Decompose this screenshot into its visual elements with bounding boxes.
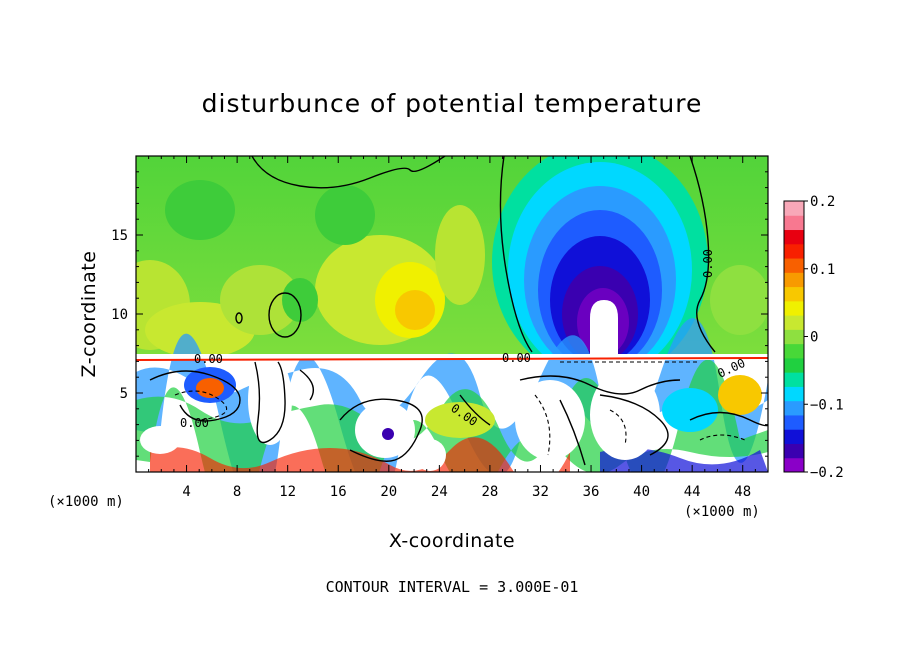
x-tick-label: 24	[431, 484, 448, 500]
y-tick-label: 10	[111, 307, 128, 323]
warm-patch	[435, 205, 485, 305]
contour-line	[149, 370, 241, 422]
warm-patch	[710, 265, 768, 335]
x-tick-label: 36	[583, 484, 600, 500]
colorbar-swatch	[784, 457, 804, 473]
x-tick-label: 4	[182, 484, 190, 500]
colorbar-swatch	[784, 443, 804, 459]
vortex-core	[718, 375, 762, 415]
contour-line	[268, 292, 302, 338]
vortex-core	[425, 402, 495, 438]
colorbar-tick-label: 0.1	[810, 262, 835, 278]
contour-line	[339, 398, 423, 462]
colorbar-tick-label: −0.2	[810, 465, 844, 481]
warm-patch	[282, 278, 318, 322]
contour-interval-note: CONTOUR INTERVAL = 3.000E-01	[326, 578, 579, 596]
contour-line	[699, 434, 746, 441]
colorbar-swatch	[784, 400, 804, 416]
contour-line	[499, 156, 533, 353]
x-tick-label: 48	[734, 484, 751, 500]
colorbar-swatch	[784, 343, 804, 359]
colorbar-swatch	[784, 300, 804, 316]
inversion-layer	[136, 354, 768, 360]
colorbar: 0.2 0.1 0 −0.1 −0.2	[784, 194, 844, 481]
colorbar-swatch	[784, 429, 804, 444]
colorbar-swatch	[784, 258, 804, 273]
inversion-line	[136, 357, 768, 361]
heatmap-field: 0.00 0.00 0.00 0.00 0.00 0.00	[136, 156, 768, 472]
contour-line	[251, 156, 446, 189]
y-axis-label: Z-coordinate	[78, 251, 100, 378]
contour-line	[599, 394, 669, 456]
warm-patch	[315, 185, 375, 245]
colorbar-swatch	[784, 201, 804, 216]
colorbar-swatch	[784, 386, 804, 402]
x-tick-label: 44	[684, 484, 701, 500]
colorbar-tick-label: 0	[810, 330, 818, 346]
x-tick-label: 8	[233, 484, 241, 500]
x-tick-label: 12	[279, 484, 296, 500]
colorbar-swatch	[784, 243, 804, 259]
vortex-core	[140, 426, 180, 454]
warm-patch	[220, 265, 300, 335]
vortex-core	[382, 428, 394, 440]
vortex-core	[248, 355, 292, 445]
contour-lines	[149, 156, 768, 466]
contour-lines-negative	[174, 361, 746, 456]
x-unit-label-right: (×1000 m)	[684, 504, 760, 520]
contour-line	[519, 375, 681, 395]
warm-patch	[395, 290, 435, 330]
colorbar-frame	[783, 200, 805, 473]
y-axis: 5 10 15	[111, 171, 768, 457]
x-tick-label: 16	[330, 484, 347, 500]
contour-line	[689, 410, 768, 427]
colorbar-swatch	[784, 372, 804, 387]
x-tick-label: 32	[532, 484, 549, 500]
x-tick-label: 28	[481, 484, 498, 500]
colorbar-tick-label: −0.1	[810, 397, 844, 413]
warm-patch	[165, 180, 235, 240]
y-tick-label: 15	[111, 228, 128, 244]
chart-title: disturbunce of potential temperature	[202, 89, 703, 118]
contour-label: 0.00	[194, 352, 223, 366]
vortex-core	[515, 380, 585, 460]
vortex-core	[196, 378, 224, 398]
colorbar-swatch	[784, 272, 804, 288]
contour-line	[459, 394, 491, 426]
contour-line	[534, 394, 551, 456]
x-tick-label: 20	[380, 484, 397, 500]
contour-line	[559, 399, 586, 466]
colorbar-swatch	[784, 329, 804, 345]
plume-core	[590, 300, 618, 358]
contour-label: 0.00	[502, 351, 531, 365]
vortex-core	[662, 388, 718, 432]
colorbar-swatch	[784, 229, 804, 245]
colorbar-swatch	[784, 357, 804, 373]
vortex-core	[590, 370, 660, 460]
y-tick-label: 5	[120, 386, 128, 402]
contour-line	[235, 312, 243, 324]
contour-line	[689, 156, 716, 353]
colorbar-swatch	[784, 315, 804, 330]
x-tick-label: 40	[633, 484, 650, 500]
x-axis: 4 8 12 16 20 24 28 32 36 40 44 48	[148, 156, 756, 500]
vortex-core	[414, 439, 446, 471]
colorbar-swatch	[784, 286, 804, 302]
contour-label: 0.00	[701, 249, 715, 278]
contour-line	[174, 390, 228, 421]
colorbar-swatch	[784, 215, 804, 231]
colorbar-swatch	[784, 414, 804, 430]
x-unit-label-left: (×1000 m)	[48, 494, 124, 510]
contour-line	[299, 369, 314, 401]
x-axis-label: X-coordinate	[389, 530, 515, 552]
contour-line	[609, 409, 627, 446]
contour-label: 0.00	[180, 416, 209, 430]
contour-line	[254, 361, 286, 444]
colorbar-tick-label: 0.2	[810, 194, 835, 210]
